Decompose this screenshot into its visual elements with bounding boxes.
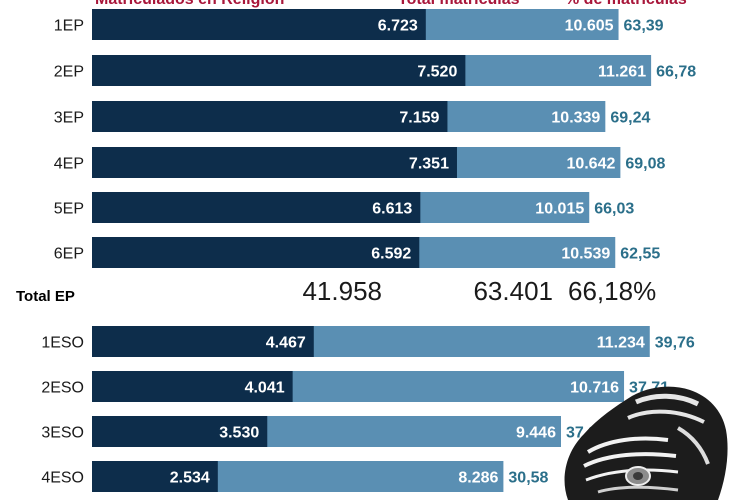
religion-value-2eso: 4.041 <box>245 380 285 397</box>
row-label-6ep: 6EP <box>54 246 84 263</box>
religion-bar-1ep <box>92 9 426 40</box>
praying-hands-illustration <box>564 386 728 500</box>
religion-bar-1eso <box>92 326 314 357</box>
religion-value-4eso: 2.534 <box>170 470 210 487</box>
total-value-5ep: 10.015 <box>535 201 584 218</box>
percent-value-3ep: 69,24 <box>610 110 650 127</box>
religion-bar-6ep <box>92 237 420 268</box>
religion-bar-3eso <box>92 416 268 447</box>
total-value-3eso: 9.446 <box>516 425 556 442</box>
religion-value-3ep: 7.159 <box>399 110 439 127</box>
total-value-3ep: 10.339 <box>551 110 600 127</box>
percent-value-4eso: 30,58 <box>508 470 548 487</box>
religion-value-1ep: 6.723 <box>378 18 418 35</box>
total-value-2ep: 11.261 <box>598 64 646 81</box>
religion-bar-3ep <box>92 101 448 132</box>
total-value-2eso: 10.716 <box>570 380 619 397</box>
header-religion: Matriculados en Religión <box>95 0 284 9</box>
total-ep-total: 63.401 <box>473 276 553 306</box>
row-label-2eso: 2ESO <box>41 380 84 397</box>
religion-value-5ep: 6.613 <box>372 201 412 218</box>
religion-value-1eso: 4.467 <box>266 335 306 352</box>
row-label-3ep: 3EP <box>54 110 84 127</box>
religion-bar-2ep <box>92 55 466 86</box>
religion-value-4ep: 7.351 <box>409 156 449 173</box>
total-value-6ep: 10.539 <box>561 246 610 263</box>
religion-bar-5ep <box>92 192 421 223</box>
row-label-1ep: 1EP <box>54 18 84 35</box>
religion-bar-4ep <box>92 147 457 178</box>
percent-value-4ep: 69,08 <box>625 156 665 173</box>
percent-value-1eso: 39,76 <box>655 335 695 352</box>
religion-value-2ep: 7.520 <box>417 64 457 81</box>
total-ep-label: Total EP <box>16 288 75 305</box>
religion-bar-4eso <box>92 461 218 492</box>
row-label-5ep: 5EP <box>54 201 84 218</box>
row-label-1eso: 1ESO <box>41 335 84 352</box>
row-label-4eso: 4ESO <box>41 470 84 487</box>
row-label-4ep: 4EP <box>54 156 84 173</box>
percent-value-2ep: 66,78 <box>656 64 696 81</box>
percent-value-6ep: 62,55 <box>620 246 660 263</box>
header-percent: % de matriculas <box>565 0 687 9</box>
percent-value-5ep: 66,03 <box>594 201 634 218</box>
row-label-3eso: 3ESO <box>41 425 84 442</box>
religion-value-3eso: 3.530 <box>219 425 259 442</box>
total-ep-religion: 41.958 <box>302 276 382 306</box>
religion-value-6ep: 6.592 <box>371 246 411 263</box>
total-value-1eso: 11.234 <box>597 335 645 352</box>
total-value-4ep: 10.642 <box>566 156 615 173</box>
religion-bar-2eso <box>92 371 293 402</box>
row-label-2ep: 2EP <box>54 64 84 81</box>
header-total: Total matriculas <box>398 0 520 9</box>
total-value-1ep: 10.605 <box>565 18 614 35</box>
total-value-4eso: 8.286 <box>458 470 498 487</box>
percent-value-1ep: 63,39 <box>624 18 664 35</box>
total-ep-percent: 66,18% <box>568 276 656 306</box>
